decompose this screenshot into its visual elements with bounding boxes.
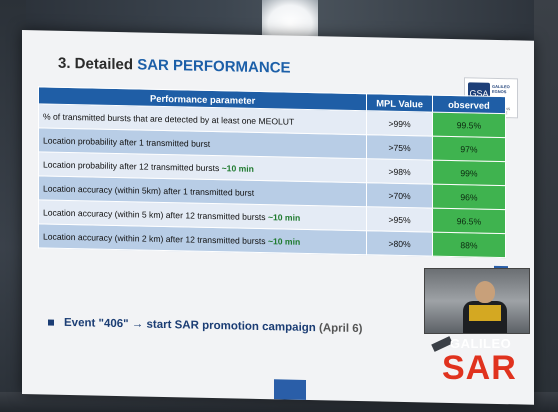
logo-name-egnos: EGNOS <box>492 88 507 95</box>
mpl-cell: >99% <box>366 110 433 137</box>
mpl-cell: >80% <box>366 230 433 257</box>
mpl-cell: >98% <box>366 158 433 185</box>
param-text: Location accuracy (within 2 km) after 12… <box>43 230 268 246</box>
param-note: ~10 min <box>267 211 301 223</box>
person-head <box>475 281 495 303</box>
bullet-date: (April 6) <box>319 322 363 336</box>
param-note: ~10 min <box>221 162 254 174</box>
observed-cell: 96.5% <box>432 208 506 234</box>
param-text: Location accuracy (within 5 km) after 12… <box>43 206 268 222</box>
observed-cell: 88% <box>432 232 506 258</box>
slide-title-prefix: 3. Detailed <box>58 54 138 74</box>
param-text: % of transmitted bursts that are detecte… <box>43 110 295 127</box>
room-right-wall <box>534 0 558 412</box>
performance-table: Performance parameter MPL Value observed… <box>38 86 506 258</box>
mpl-cell: >95% <box>366 206 433 233</box>
mpl-cell: >75% <box>366 134 433 161</box>
slide-title: 3. Detailed SAR PERFORMANCE <box>58 55 291 77</box>
room-left-wall <box>0 0 26 412</box>
bullet-text: Event "406" → start SAR promotion campai… <box>64 316 320 335</box>
mpl-cell: >70% <box>366 182 433 209</box>
param-text: Location accuracy (within 5km) after 1 t… <box>43 182 255 198</box>
person-vest <box>469 305 501 321</box>
brand-galileo: GALILEO <box>450 336 512 351</box>
square-bullet-icon <box>48 319 54 326</box>
slide-title-accent: SAR PERFORMANCE <box>137 56 291 77</box>
observed-cell: 97% <box>432 136 506 162</box>
brand-sar: SAR <box>442 349 517 387</box>
param-text: Location probability after 1 transmitted… <box>43 134 211 149</box>
galileo-sar-brand: GALILEO SAR <box>431 334 532 392</box>
observed-cell: 99% <box>432 160 506 186</box>
speaker-video-inset <box>424 268 530 334</box>
param-note: ~10 min <box>267 235 301 247</box>
observed-cell: 99.5% <box>432 112 506 138</box>
bullet-event-406: Event "406" → start SAR promotion campai… <box>48 316 363 336</box>
observed-cell: 96% <box>432 184 506 210</box>
slide-footer-bar <box>274 379 306 400</box>
param-text: Location probability after 12 transmitte… <box>43 158 222 173</box>
logo-name: GALILEO EGNOS <box>492 84 516 95</box>
header-observed: observed <box>432 95 506 114</box>
header-mpl-value: MPL Value <box>366 93 433 113</box>
